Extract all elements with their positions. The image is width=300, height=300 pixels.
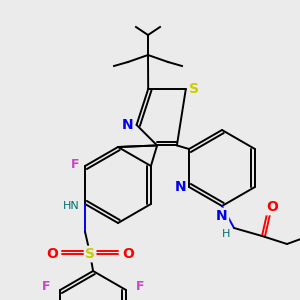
Text: O: O xyxy=(266,200,278,214)
Text: O: O xyxy=(122,247,134,261)
Text: O: O xyxy=(46,247,58,261)
Text: N: N xyxy=(122,118,134,132)
Text: N: N xyxy=(174,180,186,194)
Text: HN: HN xyxy=(63,201,80,211)
Text: N: N xyxy=(216,209,228,223)
Text: H: H xyxy=(222,229,230,239)
Text: S: S xyxy=(189,82,199,96)
Text: F: F xyxy=(42,280,50,292)
Text: F: F xyxy=(136,280,144,292)
Text: F: F xyxy=(71,158,79,170)
Text: S: S xyxy=(85,247,95,261)
